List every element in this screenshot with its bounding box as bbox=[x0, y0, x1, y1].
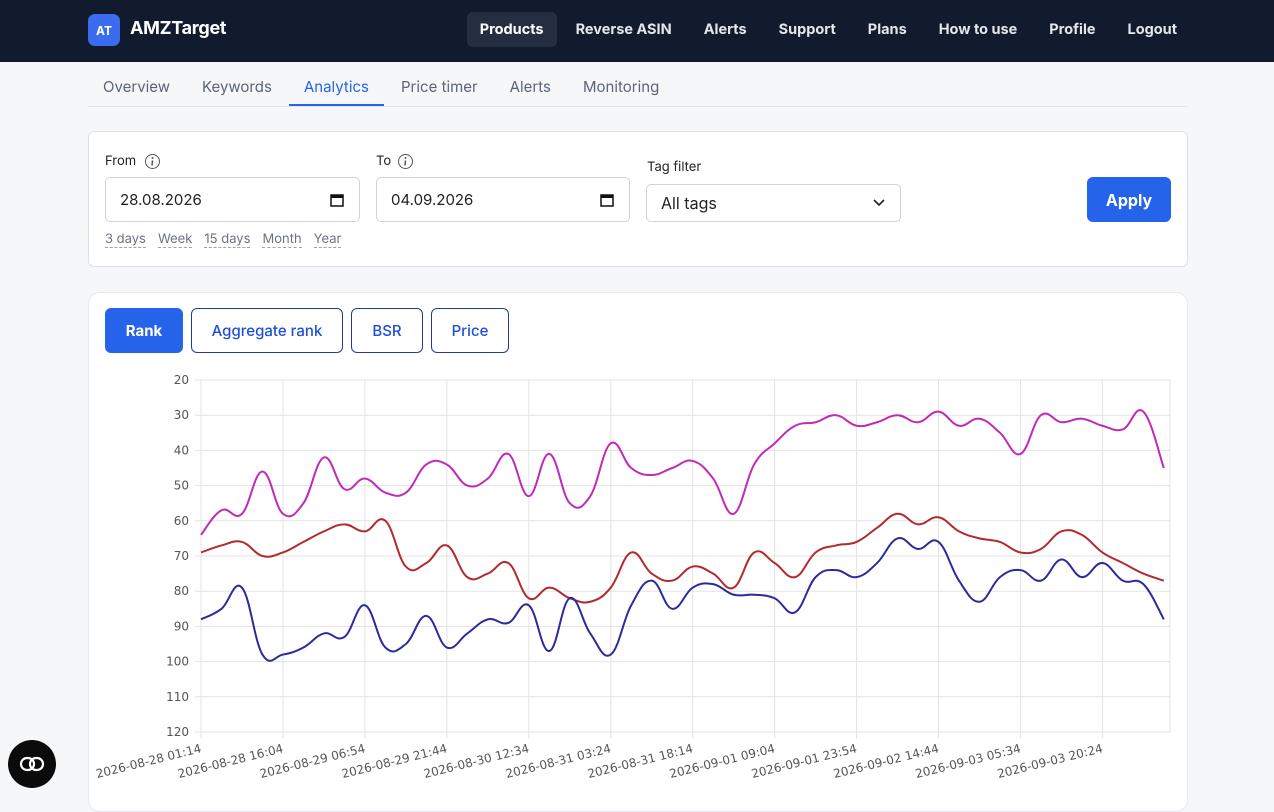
tab[interactable]: Keywords bbox=[202, 77, 272, 96]
preset[interactable]: Month bbox=[262, 231, 302, 248]
y-tick-label: 100 bbox=[166, 655, 189, 669]
presets: 3 days Week 15 days Month Year bbox=[105, 231, 342, 248]
nav-item[interactable]: Profile bbox=[1049, 21, 1096, 38]
tab[interactable]: Monitoring bbox=[582, 77, 660, 96]
from-value: 28.08.2026 bbox=[120, 190, 202, 209]
tag-value: All tags bbox=[661, 193, 717, 213]
tab[interactable]: Analytics bbox=[288, 62, 384, 106]
y-tick-label: 70 bbox=[174, 549, 189, 563]
chevron bbox=[873, 199, 885, 207]
nav-item[interactable]: Reverse ASIN bbox=[575, 21, 672, 38]
nav-item[interactable]: Products bbox=[466, 12, 557, 47]
tag-select[interactable]: All tags bbox=[646, 184, 901, 222]
preset[interactable]: 15 days bbox=[204, 231, 251, 248]
from-label: From bbox=[105, 153, 137, 169]
tag-label: Tag filter bbox=[647, 159, 702, 175]
y-tick-label: 30 bbox=[174, 408, 189, 422]
nav-item[interactable]: Plans bbox=[867, 21, 907, 38]
tab[interactable]: Price timer bbox=[400, 77, 478, 96]
help-button[interactable] bbox=[8, 740, 56, 788]
info-icon[interactable] bbox=[397, 153, 414, 170]
nav-item[interactable]: Logout bbox=[1127, 21, 1177, 38]
logo[interactable]: AT bbox=[88, 14, 120, 46]
preset[interactable]: 3 days bbox=[105, 231, 146, 248]
tabs: Overview Keywords Analytics Price timer … bbox=[88, 62, 1188, 107]
chart-tab[interactable]: BSR bbox=[351, 308, 423, 353]
tab[interactable]: Alerts bbox=[509, 77, 551, 96]
calendar-icon bbox=[600, 193, 614, 207]
nav-item[interactable]: Support bbox=[778, 21, 836, 38]
to-label: To bbox=[376, 153, 392, 169]
y-tick-label: 90 bbox=[174, 619, 189, 633]
from-input[interactable]: 28.08.2026 bbox=[105, 177, 360, 222]
preset[interactable]: Year bbox=[313, 231, 342, 248]
chart-card bbox=[88, 292, 1188, 812]
series-line bbox=[200, 409, 1165, 536]
to-input[interactable]: 04.09.2026 bbox=[376, 177, 630, 222]
y-tick-label: 50 bbox=[174, 479, 189, 493]
y-tick-label: 80 bbox=[174, 584, 189, 598]
brand[interactable]: AMZTarget bbox=[130, 18, 227, 39]
y-tick-label: 120 bbox=[166, 725, 189, 739]
to-value: 04.09.2026 bbox=[391, 190, 474, 209]
series-line bbox=[200, 512, 1165, 604]
nav-item[interactable]: How to use bbox=[938, 21, 1018, 38]
nav: Products Reverse ASIN Alerts Support Pla… bbox=[461, 12, 1190, 47]
y-tick-label: 110 bbox=[166, 690, 189, 704]
chart-tab[interactable]: Rank bbox=[105, 308, 183, 353]
nav-item[interactable]: Alerts bbox=[703, 21, 747, 38]
header bbox=[0, 0, 1274, 62]
tab[interactable]: Overview bbox=[103, 77, 171, 96]
preset[interactable]: Week bbox=[157, 231, 193, 248]
calendar-icon bbox=[330, 193, 344, 207]
info-icon[interactable] bbox=[144, 153, 161, 170]
chart-tab[interactable]: Aggregate rank bbox=[191, 308, 343, 353]
series-line bbox=[200, 537, 1165, 662]
y-tick-label: 40 bbox=[174, 443, 189, 457]
apply-button[interactable]: Apply bbox=[1087, 177, 1171, 222]
chart-tab[interactable]: Price bbox=[431, 308, 509, 353]
y-tick-label: 60 bbox=[174, 514, 189, 528]
y-tick-label: 20 bbox=[174, 373, 189, 387]
